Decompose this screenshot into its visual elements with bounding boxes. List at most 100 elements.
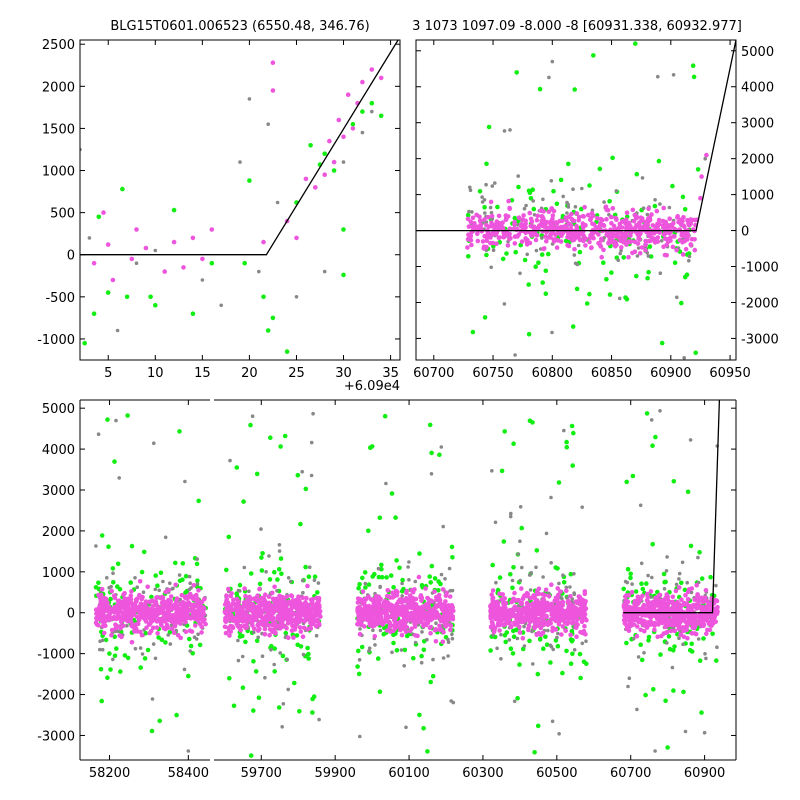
data-point (269, 648, 273, 652)
data-point (142, 615, 147, 621)
data-point (231, 703, 237, 709)
data-point (153, 656, 158, 661)
data-point (149, 594, 154, 600)
data-point (142, 656, 148, 661)
data-point (133, 576, 137, 580)
data-point (609, 214, 614, 220)
x-tick-label: 35 (382, 366, 399, 381)
data-point (624, 210, 630, 215)
data-point (241, 499, 246, 504)
data-point (530, 629, 534, 634)
data-point (169, 619, 175, 625)
data-point (288, 602, 293, 607)
data-point (226, 586, 231, 592)
data-point (224, 567, 229, 573)
data-point (137, 579, 143, 584)
data-point (685, 489, 691, 495)
data-point (238, 628, 243, 633)
data-point (532, 607, 538, 613)
y-tick-label: -3000 (741, 332, 779, 347)
data-point (488, 205, 493, 210)
data-point (411, 655, 416, 661)
data-point (100, 647, 105, 652)
data-point (377, 515, 383, 521)
data-point (188, 649, 192, 653)
data-point (254, 614, 260, 619)
data-point (680, 628, 686, 634)
data-point (105, 242, 111, 247)
data-point (526, 617, 532, 623)
data-point (597, 166, 603, 172)
data-point (616, 258, 620, 263)
data-point (641, 605, 646, 610)
data-point (248, 422, 253, 428)
data-point (322, 269, 327, 274)
data-point (316, 581, 321, 585)
data-point (510, 585, 515, 591)
data-point (646, 638, 651, 643)
data-point (662, 252, 668, 258)
data-point (663, 698, 668, 704)
data-point (293, 624, 298, 630)
data-point (166, 614, 172, 620)
data-point (700, 605, 705, 610)
data-point (446, 637, 450, 642)
data-point (601, 223, 607, 229)
data-point (279, 571, 284, 577)
data-point (630, 582, 634, 586)
data-point (309, 473, 314, 478)
data-point (419, 653, 424, 659)
data-point (193, 597, 198, 603)
data-point (384, 575, 389, 580)
data-point (306, 612, 312, 617)
data-point (553, 627, 559, 632)
data-point (298, 629, 304, 634)
data-point (404, 625, 410, 630)
data-point (157, 588, 161, 593)
y-tick-label: 5000 (42, 402, 75, 417)
data-point (566, 161, 571, 167)
data-point (667, 231, 672, 236)
data-point (465, 245, 470, 250)
data-point (506, 198, 511, 204)
data-point (248, 571, 254, 576)
data-point (480, 239, 486, 244)
data-point (596, 232, 601, 237)
data-point (116, 629, 120, 633)
data-point (552, 614, 558, 620)
data-point (496, 213, 502, 219)
data-point (652, 240, 658, 245)
data-point (445, 622, 450, 627)
data-point (513, 353, 517, 357)
data-point (145, 647, 151, 653)
data-point (528, 588, 533, 592)
data-point (270, 315, 276, 321)
data-point (242, 601, 247, 606)
data-point (114, 418, 118, 423)
data-point (304, 595, 309, 601)
data-point (201, 605, 206, 610)
data-point (359, 644, 365, 650)
data-point (426, 600, 432, 606)
data-point (150, 697, 155, 701)
data-point (689, 649, 695, 654)
data-point (672, 628, 677, 634)
data-point (646, 219, 651, 224)
data-point (689, 236, 695, 242)
data-point (209, 260, 215, 266)
data-point (430, 673, 436, 679)
data-point (397, 619, 403, 625)
data-point (657, 592, 663, 598)
data-point (497, 575, 503, 580)
data-point (688, 243, 694, 248)
data-point (682, 356, 686, 360)
data-point (187, 592, 192, 598)
data-point (286, 687, 291, 692)
data-point (255, 609, 260, 614)
data-point (656, 622, 661, 627)
data-point (276, 705, 282, 710)
data-point (108, 667, 113, 672)
data-point (468, 233, 474, 239)
data-point (315, 597, 321, 602)
